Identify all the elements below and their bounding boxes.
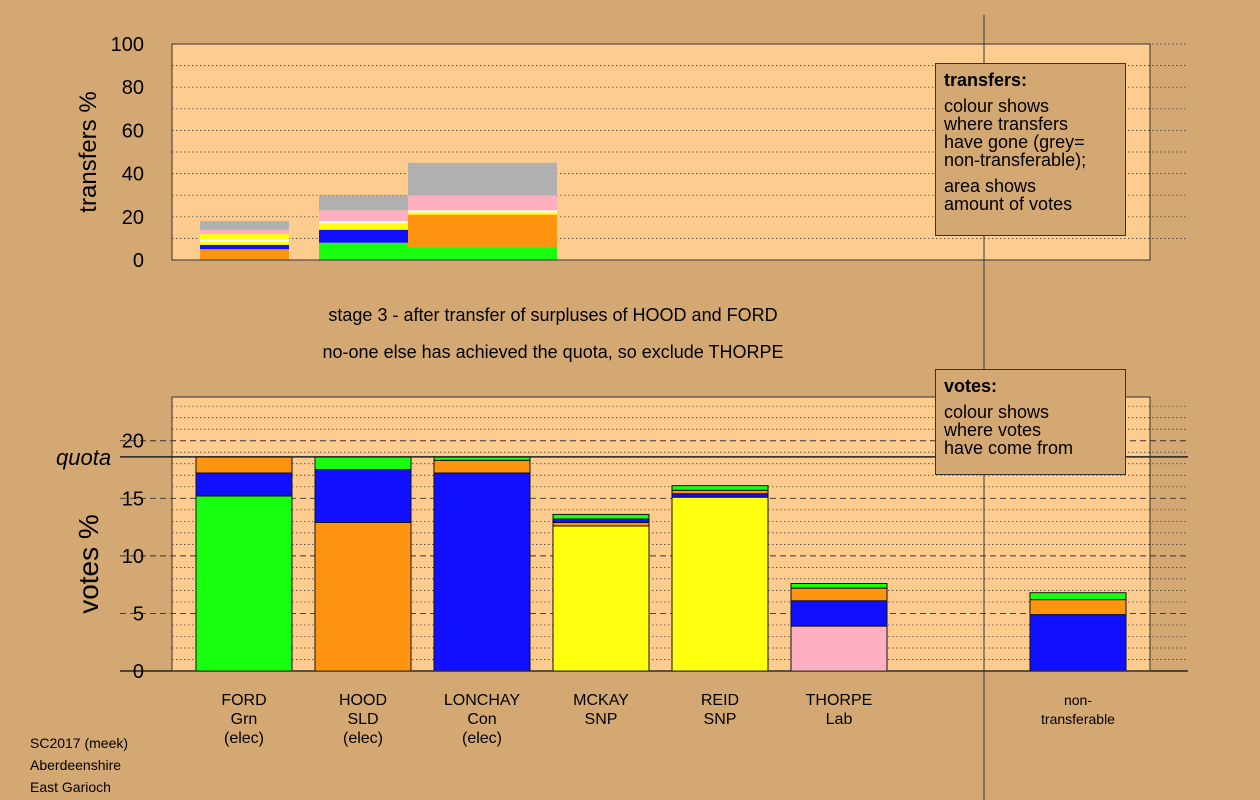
candidate-label: (elec) xyxy=(224,730,264,747)
transfer-segment xyxy=(200,241,289,245)
vote-segment xyxy=(790,600,888,627)
y-tick-label: 20 xyxy=(122,431,144,453)
transfer-segment xyxy=(319,229,408,243)
action-caption: no-one else has achieved the quota, so e… xyxy=(323,342,784,362)
transfers-legend-line: amount of votes xyxy=(944,194,1073,214)
candidate-label: FORD xyxy=(221,692,266,709)
votes-legend-line: where votes xyxy=(944,420,1042,440)
vote-segment xyxy=(671,489,769,495)
y-tick-label: 80 xyxy=(122,77,144,99)
transfers-legend-line: have gone (grey= xyxy=(944,132,1085,152)
candidate-label: SNP xyxy=(585,711,618,728)
transfer-segment xyxy=(200,234,289,240)
candidate-label: REID xyxy=(701,692,739,709)
ward-label: East Garioch xyxy=(30,779,111,795)
vote-segment xyxy=(790,625,888,672)
y-tick-label: 0 xyxy=(133,661,144,683)
transfer-segment xyxy=(408,247,557,260)
vote-segment xyxy=(790,587,888,602)
vote-segment xyxy=(314,521,412,672)
quota-label: quota xyxy=(56,445,111,470)
transfer-segment xyxy=(319,242,408,260)
council-label: Aberdeenshire xyxy=(30,757,122,773)
transfer-segment xyxy=(408,212,557,215)
y-tick-label: 15 xyxy=(122,488,144,510)
transfer-segment xyxy=(200,239,289,242)
transfers-legend-line: where transfers xyxy=(944,114,1069,134)
vote-segment xyxy=(552,518,650,523)
vote-segment xyxy=(195,472,293,497)
vote-segment xyxy=(433,472,531,672)
transfer-segment xyxy=(408,214,557,248)
vote-segment xyxy=(671,496,769,672)
vote-segment xyxy=(1029,592,1127,601)
candidate-label: LONCHAY xyxy=(444,692,520,709)
vote-segment xyxy=(195,495,293,672)
transfer-segment xyxy=(200,244,289,250)
vote-segment xyxy=(314,469,412,523)
candidate-label: Lab xyxy=(826,711,853,728)
transfers-legend-line: colour shows xyxy=(944,96,1050,116)
stage-caption: stage 3 - after transfer of surpluses of… xyxy=(328,305,777,325)
transfers-bars xyxy=(200,162,557,260)
vote-segment xyxy=(671,485,769,491)
candidate-label: (elec) xyxy=(462,730,502,747)
vote-segment xyxy=(671,493,769,498)
y-tick-label: 40 xyxy=(122,164,144,186)
transfer-segment xyxy=(408,195,557,211)
y-tick-label: 0 xyxy=(133,250,144,272)
vote-segment xyxy=(790,583,888,589)
transfer-segment xyxy=(319,221,408,224)
votes-legend-title: votes: xyxy=(944,376,998,396)
transfers-y-axis-label: transfers % xyxy=(75,91,102,212)
vote-segment xyxy=(552,513,650,520)
election-label: SC2017 (meek) xyxy=(30,735,129,751)
vote-segment xyxy=(1029,599,1127,616)
candidate-label: THORPE xyxy=(806,692,873,709)
transfer-segment xyxy=(319,210,408,222)
transfer-segment xyxy=(200,229,289,235)
y-tick-label: 60 xyxy=(122,120,144,142)
vote-segment xyxy=(195,456,293,474)
transfer-segment xyxy=(408,162,557,196)
transfer-segment xyxy=(200,249,289,260)
transfers-y-ticks: 0 20 40 60 80 100 xyxy=(111,34,144,272)
transfers-legend: transfers: colour shows where transfers … xyxy=(935,63,1126,236)
candidate-label: SNP xyxy=(704,711,737,728)
candidate-label: Con xyxy=(467,711,496,728)
votes-legend: votes: colour shows where votes have com… xyxy=(935,369,1126,475)
candidate-label: transferable xyxy=(1041,711,1115,727)
candidate-label: HOOD xyxy=(339,692,387,709)
transfers-frame xyxy=(171,43,1151,261)
candidate-label: (elec) xyxy=(343,730,383,747)
candidate-label: non- xyxy=(1064,692,1092,708)
votes-y-axis-label: votes % xyxy=(73,514,104,614)
vote-segment xyxy=(552,525,650,672)
candidate-labels: FORD Grn (elec) HOOD SLD (elec) LONCHAY Con (ele… xyxy=(221,692,1115,747)
votes-y-ticks: 0 5 10 15 20 xyxy=(122,431,144,683)
vote-segment xyxy=(552,521,650,527)
votes-legend-line: colour shows xyxy=(944,402,1050,422)
candidate-label: SLD xyxy=(347,711,378,728)
transfer-segment xyxy=(408,210,557,213)
votes-legend-line: have come from xyxy=(944,438,1074,458)
votes-bars xyxy=(195,456,1127,672)
transfers-legend-line: non-transferable); xyxy=(944,150,1087,170)
y-tick-label: 20 xyxy=(122,207,144,229)
y-tick-label: 100 xyxy=(111,34,144,56)
y-tick-label: 10 xyxy=(122,546,144,568)
vote-segment xyxy=(1029,614,1127,672)
transfer-segment xyxy=(319,223,408,230)
transfers-legend-title: transfers: xyxy=(944,70,1028,90)
vote-segment xyxy=(314,456,412,471)
transfer-segment xyxy=(200,221,289,230)
transfer-segment xyxy=(319,195,408,211)
votes-frame xyxy=(171,396,1151,672)
candidate-label: MCKAY xyxy=(573,692,629,709)
y-tick-label: 5 xyxy=(133,603,144,625)
candidate-label: Grn xyxy=(231,711,258,728)
transfers-legend-line: area shows xyxy=(944,176,1037,196)
vote-segment xyxy=(433,459,531,474)
